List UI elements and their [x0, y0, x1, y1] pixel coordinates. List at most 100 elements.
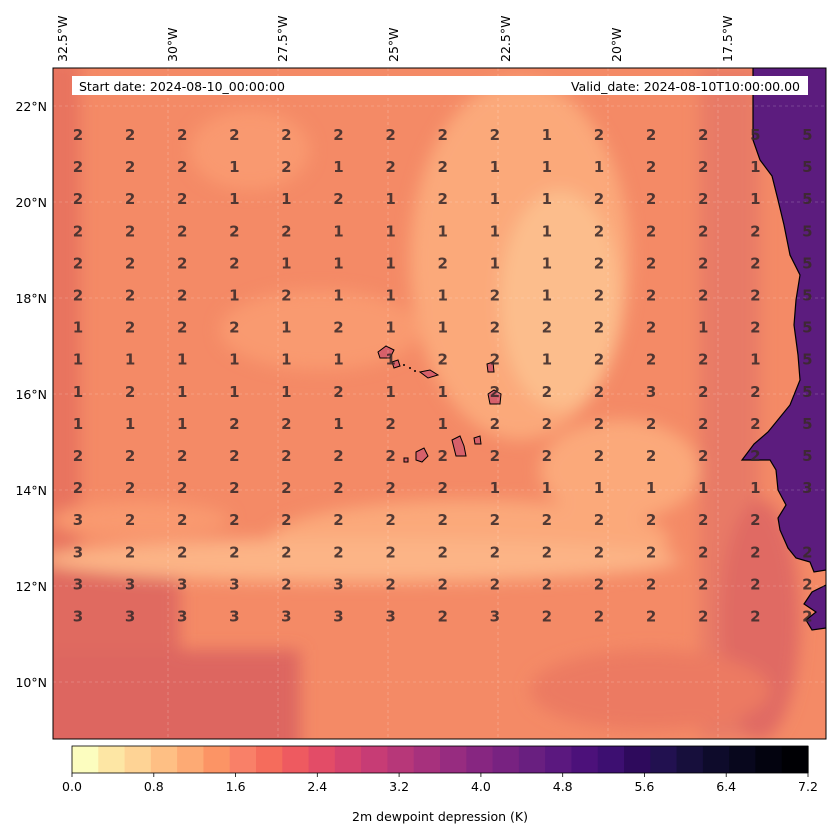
grid-value: 2 [698, 190, 708, 208]
grid-value: 2 [229, 543, 239, 561]
grid-value: 1 [542, 479, 552, 497]
grid-value: 2 [333, 190, 343, 208]
grid-value: 1 [542, 190, 552, 208]
grid-value: 2 [177, 511, 187, 529]
grid-value: 2 [229, 447, 239, 465]
lat-ticks: 22°N 20°N 18°N 16°N 14°N 12°N 10°N [15, 99, 47, 690]
grid-value: 2 [73, 287, 83, 305]
grid-value: 2 [125, 126, 135, 144]
colorbar-swatches [72, 746, 809, 773]
grid-value: 2 [333, 447, 343, 465]
grid-value: 2 [646, 190, 656, 208]
grid-value: 2 [594, 543, 604, 561]
lon-label: 30°W [165, 27, 180, 62]
grid-value: 1 [698, 319, 708, 337]
grid-value: 2 [437, 158, 447, 176]
grid-value: 2 [385, 415, 395, 433]
grid-value: 2 [750, 383, 760, 401]
grid-value: 2 [333, 511, 343, 529]
grid-value: 1 [333, 351, 343, 369]
grid-value: 1 [437, 415, 447, 433]
coastline-south [803, 584, 826, 631]
grid-value: 2 [698, 447, 708, 465]
grid-value: 2 [490, 319, 500, 337]
grid-value: 1 [698, 479, 708, 497]
colorbar: 0.0 0.8 1.6 2.4 3.2 4.0 4.8 5.6 6.4 7.2 2m dewpoi… [62, 745, 818, 824]
grid-value: 2 [177, 543, 187, 561]
grid-value: 1 [437, 383, 447, 401]
grid-value: 1 [750, 479, 760, 497]
grid-value: 2 [646, 511, 656, 529]
grid-value: 1 [646, 479, 656, 497]
grid-value: 3 [281, 608, 291, 626]
grid-value: 2 [594, 222, 604, 240]
colorbar-swatch [308, 746, 336, 773]
grid-value: 2 [542, 608, 552, 626]
grid-value: 2 [490, 543, 500, 561]
grid-value: 2 [542, 319, 552, 337]
grid-value: 1 [490, 479, 500, 497]
grid-value: 3 [333, 575, 343, 593]
colorbar-swatch [361, 746, 389, 773]
grid-value: 2 [229, 511, 239, 529]
lon-label: 25°W [386, 27, 401, 62]
colorbar-tick-label: 4.0 [471, 779, 491, 794]
grid-value: 2 [73, 479, 83, 497]
colorbar-tick-label: 2.4 [307, 779, 327, 794]
colorbar-tick-label: 5.6 [634, 779, 654, 794]
grid-value: 2 [594, 383, 604, 401]
grid-value: 2 [73, 158, 83, 176]
colorbar-swatch [413, 746, 441, 773]
grid-value: 2 [750, 575, 760, 593]
colorbar-ticks: 0.0 0.8 1.6 2.4 3.2 4.0 4.8 5.6 6.4 7.2 [62, 773, 818, 794]
grid-value: 1 [542, 126, 552, 144]
islands [377, 345, 502, 463]
grid-value: 5 [802, 190, 812, 208]
grid-value: 1 [229, 351, 239, 369]
grid-value: 1 [750, 158, 760, 176]
grid-value: 2 [125, 479, 135, 497]
grid-value: 2 [594, 351, 604, 369]
grid-value: 1 [385, 351, 395, 369]
colorbar-tick-label: 0.8 [144, 779, 164, 794]
islet-dots [403, 364, 416, 372]
grid-value: 3 [73, 511, 83, 529]
grid-value: 3 [125, 608, 135, 626]
grid-value: 2 [281, 543, 291, 561]
lon-label: 22.5°W [498, 16, 513, 62]
grid-value: 2 [177, 479, 187, 497]
grid-value: 2 [125, 190, 135, 208]
grid-value: 2 [594, 190, 604, 208]
grid-value: 2 [698, 543, 708, 561]
grid-value: 5 [802, 287, 812, 305]
grid-value: 2 [698, 222, 708, 240]
lon-label: 20°W [609, 27, 624, 62]
grid-value: 2 [542, 511, 552, 529]
grid-value: 1 [437, 287, 447, 305]
grid-value: 1 [542, 222, 552, 240]
grid-value: 1 [385, 287, 395, 305]
grid-value: 1 [281, 190, 291, 208]
grid-value: 2 [229, 254, 239, 272]
grid-value: 2 [594, 254, 604, 272]
grid-value: 2 [125, 447, 135, 465]
grid-value: 2 [594, 287, 604, 305]
colorbar-swatch [624, 746, 651, 773]
lat-label: 16°N [15, 387, 47, 402]
grid-value: 2 [177, 190, 187, 208]
grid-value: 2 [490, 383, 500, 401]
grid-value: 2 [177, 254, 187, 272]
grid-value: 2 [281, 222, 291, 240]
colorbar-swatch [571, 746, 599, 773]
grid-value: 2 [594, 447, 604, 465]
grid-value: 2 [698, 158, 708, 176]
grid-value: 1 [177, 415, 187, 433]
grid-value: 2 [73, 447, 83, 465]
grid-value: 3 [646, 383, 656, 401]
grid-value: 1 [281, 319, 291, 337]
valid-date: Valid_date: 2024-08-10T10:00:00.00 [571, 79, 800, 94]
grid-value: 2 [437, 511, 447, 529]
colorbar-swatch [98, 746, 126, 773]
grid-value: 2 [125, 158, 135, 176]
grid-value: 5 [802, 126, 812, 144]
